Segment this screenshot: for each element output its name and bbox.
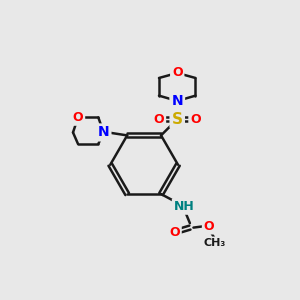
Text: S: S [172, 112, 183, 127]
Text: NH: NH [174, 200, 194, 213]
Text: N: N [171, 94, 183, 108]
Text: O: O [204, 220, 214, 232]
Text: N: N [98, 125, 109, 140]
Text: O: O [169, 226, 180, 239]
Text: O: O [172, 67, 182, 80]
Text: O: O [154, 113, 164, 126]
Text: O: O [190, 113, 201, 126]
Text: O: O [73, 111, 83, 124]
Text: CH₃: CH₃ [204, 238, 226, 248]
